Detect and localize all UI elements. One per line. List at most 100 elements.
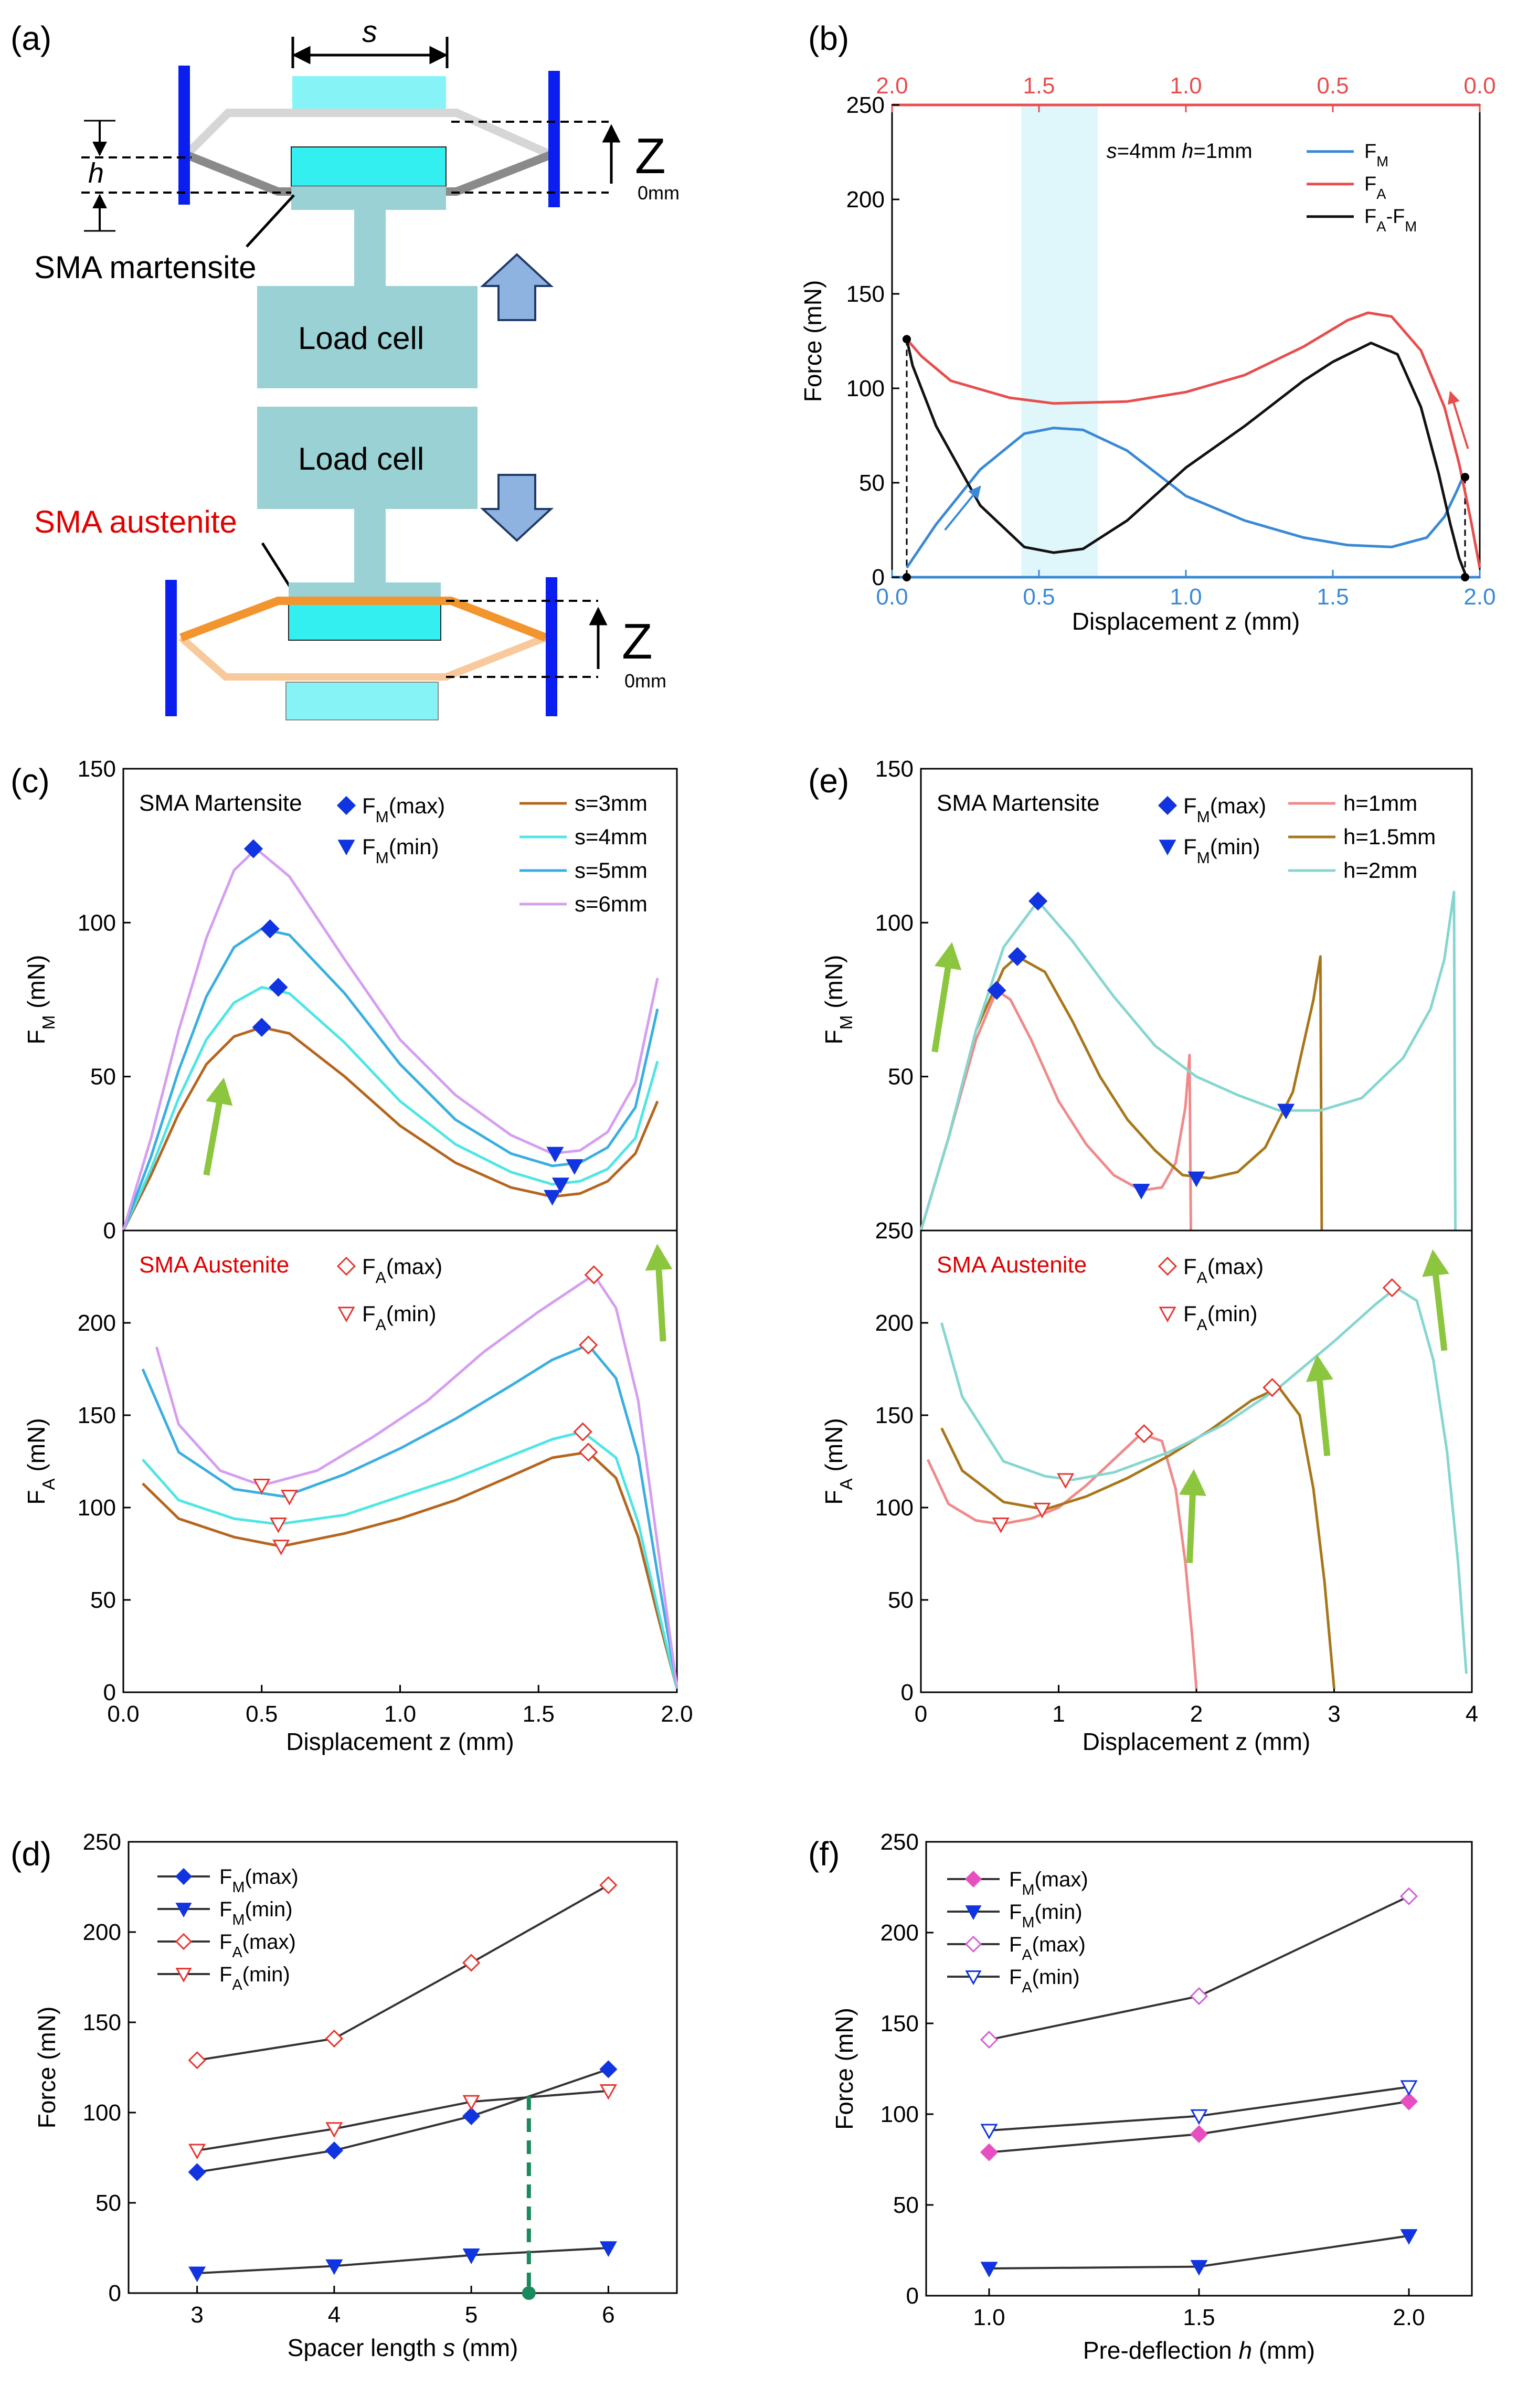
c-bot-title: SMA Austenite [139, 1252, 289, 1278]
d-point-2-2 [462, 1954, 481, 1972]
c-bot-min-0 [272, 1540, 290, 1556]
d-vline-point [522, 2286, 536, 2300]
c-bot-series-0 [142, 1450, 678, 1689]
f-ytick-label: 250 [881, 1829, 919, 1855]
e-top-legend-max-marker [1158, 795, 1177, 815]
d-xtick-label: 6 [602, 2302, 614, 2328]
c-bot-max-3 [584, 1265, 603, 1285]
c-bot-min-3 [253, 1479, 271, 1494]
d-series-line-2 [197, 1884, 609, 2062]
c-legend-label-2: s=5mm [575, 858, 648, 883]
c-bot-ylabel: FA (mN) [23, 1418, 59, 1504]
c-bot-max-0 [579, 1442, 598, 1462]
e-top-ytick-label: 100 [875, 910, 914, 936]
d-ylabel-group: Force (mN) [33, 2007, 60, 2129]
panel-label-b: (b) [808, 19, 849, 57]
e-top-ytick-label: 150 [875, 756, 914, 782]
f-ytick-label: 100 [881, 2102, 919, 2127]
d-point-3-0 [188, 2144, 206, 2160]
f-xtick-label: 1.0 [973, 2305, 1005, 2330]
d-xtick-label: 4 [328, 2302, 341, 2328]
panel-label-f: (f) [808, 1835, 840, 1873]
spacer-label: s [362, 15, 377, 49]
c-bot-xtick-label: 0.5 [246, 1701, 278, 1727]
b-shaded-region [1021, 105, 1098, 577]
c-bot-xtick-label: 2.0 [661, 1701, 693, 1727]
d-point-3-3 [599, 2084, 617, 2100]
b-arrow-FM [944, 485, 981, 531]
c-bot-legend-max: FA(max) [362, 1254, 442, 1287]
e-bot-legend-max: FA(max) [1183, 1254, 1264, 1287]
c-top-ylabel: FM (mN) [23, 955, 59, 1045]
d-point-2-1 [325, 2029, 343, 2048]
f-point-3-2 [1400, 2080, 1418, 2096]
e-bot-max-2 [1382, 1278, 1402, 1298]
c-bot-legend-min: FA(min) [362, 1301, 436, 1334]
f-point-0-2 [1399, 2092, 1418, 2110]
d-legend-marker-1 [175, 1903, 192, 1918]
f-xlabel: Pre-deflection h (mm) [1083, 2337, 1315, 2364]
e-bot-min-2 [1057, 1473, 1075, 1489]
d-point-1-1 [325, 2259, 343, 2275]
d-ytick-label: 50 [96, 2190, 121, 2216]
c-xlabel: Displacement z (mm) [286, 1728, 514, 1755]
e-bot-green-arrow-2-head [1306, 1354, 1333, 1382]
c-bot-max-2 [579, 1335, 598, 1355]
martensite-beam-light [183, 109, 553, 159]
d-point-3-1 [325, 2122, 343, 2138]
d-ytick-label: 200 [83, 1919, 121, 1945]
e-top-max-2 [1028, 892, 1048, 911]
e-bot-title: SMA Austenite [937, 1252, 1087, 1278]
b-ylabel-group: Force (mN) [799, 280, 826, 402]
d-frame [128, 1841, 678, 2294]
f-point-2-2 [1399, 1887, 1418, 1905]
e-bot-legend-max-marker [1158, 1256, 1177, 1276]
c-top-min-1 [551, 1178, 569, 1194]
b-top-xtick-label: 1.0 [1170, 73, 1202, 99]
frame-right-bottom [546, 577, 557, 716]
austenite-beam [179, 597, 547, 642]
c-top-series-2 [122, 927, 659, 1231]
f-ytick-label: 150 [881, 2011, 919, 2036]
c-bot-ytick-label: 100 [78, 1495, 116, 1521]
e-legend-label-2: h=2mm [1343, 858, 1417, 883]
b-legend-label-1: FA [1364, 173, 1386, 202]
down-arrow-icon [480, 474, 554, 542]
f-point-2-0 [980, 2031, 999, 2049]
f-legend-label-3: FA(min) [1009, 1966, 1080, 1996]
e-top-green-arrow-head [934, 942, 962, 970]
d-legend-marker-0 [175, 1868, 193, 1885]
b-series-0 [905, 427, 1466, 569]
c-top-series-0 [122, 1026, 659, 1232]
top-spacer-light [292, 76, 446, 113]
b-ytick-label: 250 [846, 92, 885, 118]
b-xtick-label: 0.5 [1023, 584, 1055, 610]
e-bot-min-1 [1033, 1502, 1051, 1519]
c-bot-ylabel-group: FA (mN) [23, 1418, 59, 1504]
bottom-spacer-light [285, 682, 439, 720]
panel-label-a: (a) [10, 19, 51, 57]
e-legend-label-0: h=1mm [1343, 791, 1417, 815]
d-point-1-0 [188, 2266, 206, 2283]
d-xtick-label: 5 [465, 2302, 478, 2328]
d-legend-label-1: FM(min) [219, 1898, 293, 1928]
b-xtick-label: 1.5 [1317, 584, 1349, 610]
load-cell-bottom [257, 407, 478, 509]
e-top-ylabel: FM (mN) [820, 955, 856, 1045]
e-top-title: SMA Martensite [937, 790, 1100, 816]
c-bot-ytick-label: 50 [90, 1587, 116, 1613]
e-bot-green-arrow-1-head [1179, 1469, 1206, 1496]
c-top-min-2 [566, 1159, 584, 1175]
d-point-0-3 [599, 2060, 618, 2078]
e-bot-legend-min-marker [1159, 1307, 1176, 1323]
d-ytick-label: 250 [83, 1829, 121, 1855]
f-legend-label-1: FM(min) [1009, 1901, 1083, 1931]
c-top-max-0 [252, 1017, 271, 1037]
c-top-ytick-label: 0 [103, 1218, 116, 1244]
e-top-ylabel-group: FM (mN) [820, 955, 856, 1045]
e-bot-series-2 [940, 1286, 1468, 1674]
b-arrow-FA [1447, 390, 1469, 449]
d-xlabel: Spacer length s (mm) [288, 2334, 518, 2361]
f-ylabel: Force (mN) [831, 2008, 858, 2130]
z-label-top: Z [635, 128, 666, 184]
